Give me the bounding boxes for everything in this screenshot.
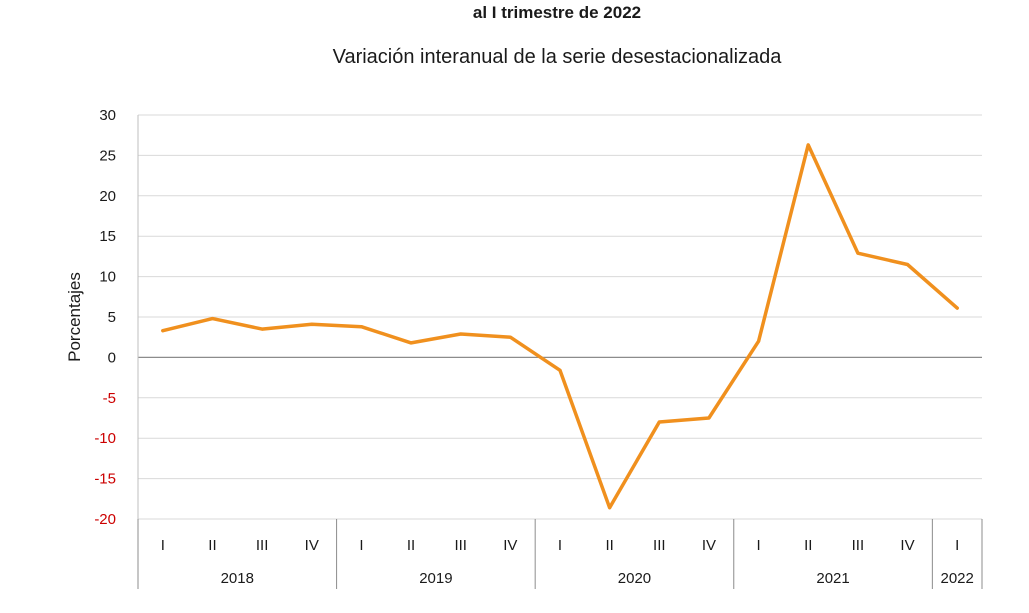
x-quarter-label: II: [208, 537, 216, 554]
x-year-label: 2018: [221, 570, 254, 587]
x-quarter-label: IV: [305, 537, 319, 554]
x-quarter-label: I: [558, 537, 562, 554]
data-point: [459, 332, 463, 336]
x-year-label: 2021: [816, 570, 849, 587]
y-tick-label: -15: [94, 471, 116, 488]
x-quarter-label: II: [804, 537, 812, 554]
y-tick-label: 25: [99, 147, 116, 164]
data-point: [508, 335, 512, 339]
x-quarter-label: IV: [503, 537, 517, 554]
chart-subtitle: Variación interanual de la serie desesta…: [332, 46, 782, 68]
chart-title: al I trimestre de 2022: [472, 3, 642, 22]
data-point: [955, 306, 959, 310]
data-point: [359, 325, 363, 329]
series-layer: [161, 143, 959, 510]
y-tick-label: 5: [108, 309, 116, 326]
y-axis-title: Porcentajes: [65, 272, 84, 362]
x-quarter-label: II: [605, 537, 613, 554]
x-quarter-label: III: [653, 537, 666, 554]
data-point: [707, 416, 711, 420]
data-point: [409, 341, 413, 345]
data-point: [806, 143, 810, 147]
y-tick-label: 0: [108, 349, 116, 366]
x-year-label: 2019: [419, 570, 452, 587]
data-point: [657, 420, 661, 424]
gridlines: [137, 114, 982, 520]
y-tick-label: 20: [99, 188, 116, 205]
series-line: [161, 143, 959, 510]
y-tick-label: -20: [94, 511, 116, 528]
data-point: [608, 506, 612, 510]
x-quarter-label: III: [454, 537, 467, 554]
y-tick-label: -5: [103, 390, 116, 407]
x-quarter-label: III: [852, 537, 865, 554]
data-point: [310, 322, 314, 326]
data-point: [757, 339, 761, 343]
x-quarter-label: IV: [900, 537, 914, 554]
x-quarter-label: I: [757, 537, 761, 554]
data-point: [906, 262, 910, 266]
x-year-label: 2022: [940, 570, 973, 587]
x-year-label: 2020: [618, 570, 651, 587]
data-point: [856, 251, 860, 255]
x-quarter-label: II: [407, 537, 415, 554]
x-quarter-label: IV: [702, 537, 716, 554]
data-point: [210, 317, 214, 321]
data-point: [558, 368, 562, 372]
y-tick-label: -10: [94, 430, 116, 447]
data-point: [260, 327, 264, 331]
y-tick-label: 10: [99, 269, 116, 286]
y-axis-tick-labels: 30 25 20 15 10 5 0 -5 -10 -15 -20: [94, 107, 116, 528]
x-quarter-label: I: [161, 537, 165, 554]
x-quarter-label: I: [359, 537, 363, 554]
x-quarter-label: I: [955, 537, 959, 554]
y-tick-label: 30: [99, 107, 116, 124]
x-quarter-label: III: [256, 537, 269, 554]
y-tick-label: 15: [99, 228, 116, 245]
data-point: [161, 329, 165, 333]
